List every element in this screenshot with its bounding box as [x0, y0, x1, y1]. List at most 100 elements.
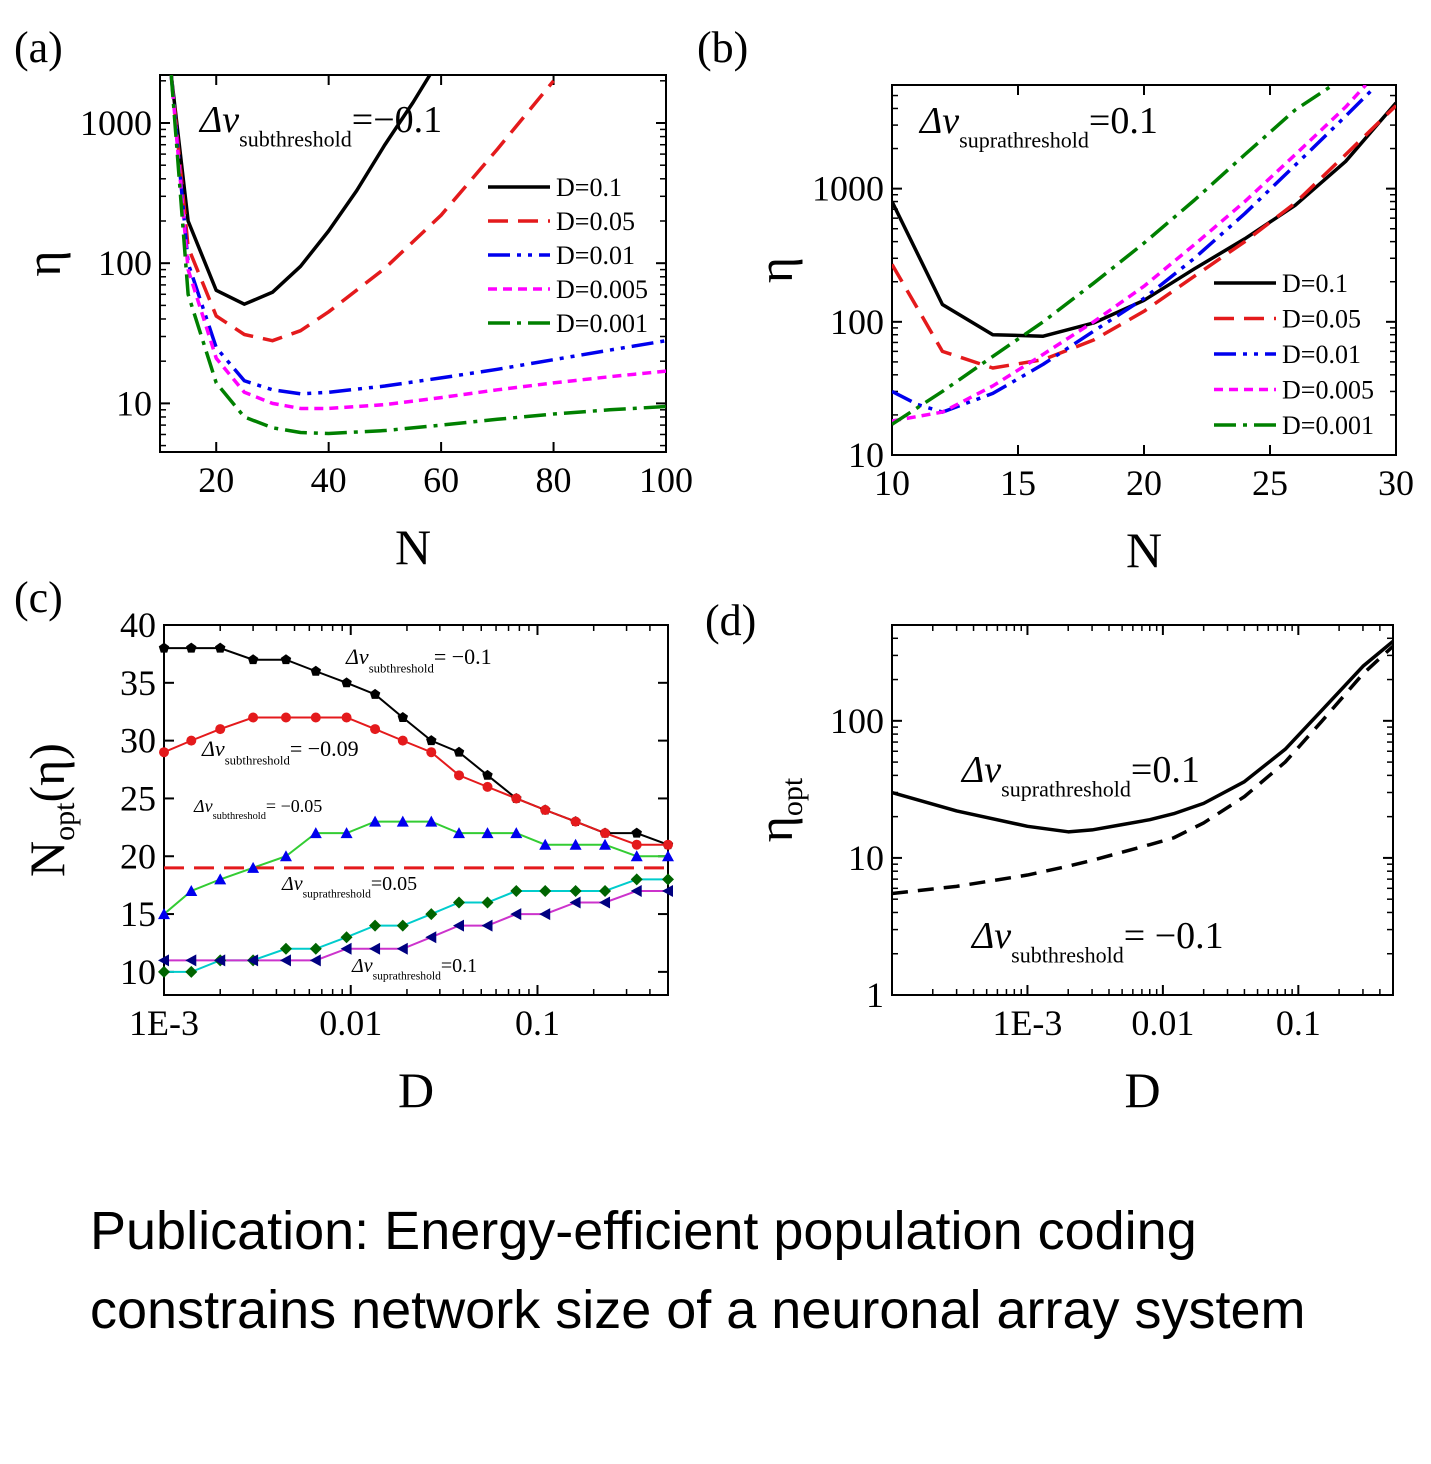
series-annotation: Δvsuprathreshold=0.1 [960, 749, 1200, 801]
data-point [662, 850, 674, 862]
series-line [164, 716, 668, 846]
data-point [510, 908, 522, 921]
data-point [453, 919, 465, 932]
data-point [426, 747, 437, 758]
x-tick-label: 0.1 [515, 1003, 560, 1043]
data-point [569, 838, 582, 850]
data-point [186, 642, 197, 653]
panel-label: (a) [14, 23, 63, 72]
data-point [340, 931, 353, 944]
y-tick-label: 100 [98, 243, 152, 283]
y-tick-label: 25 [120, 778, 156, 818]
data-point [397, 712, 409, 722]
x-tick-label: 80 [536, 460, 572, 500]
y-axis-title: ηopt [747, 777, 809, 842]
data-point [309, 954, 321, 967]
legend-label: D=0.001 [556, 309, 648, 338]
y-tick-label: 1000 [80, 103, 152, 143]
data-point [159, 747, 169, 758]
y-tick-label: 1 [866, 975, 884, 1015]
y-tick-label: 1000 [812, 169, 884, 209]
x-axis-title: D [1124, 1062, 1160, 1118]
series-line [892, 85, 1334, 426]
data-point [510, 827, 523, 839]
data-point [309, 942, 322, 955]
y-tick-label: 100 [830, 701, 884, 741]
data-point [158, 642, 170, 653]
data-point [630, 850, 643, 862]
data-point [570, 816, 581, 827]
series-annotation: Δvsuprathreshold=0.05 [281, 873, 417, 901]
data-point [426, 735, 437, 746]
y-tick-label: 15 [120, 894, 156, 934]
y-axis-title: η [747, 257, 803, 283]
data-point [185, 884, 198, 896]
series-line [164, 820, 668, 915]
data-point [158, 965, 170, 978]
data-point [214, 873, 227, 885]
panel-label: (d) [705, 596, 756, 645]
data-point [425, 908, 438, 921]
annotation-text: Δvsuprathreshold=0.1 [918, 100, 1158, 152]
x-tick-label: 100 [639, 460, 693, 500]
series-line [892, 104, 1396, 370]
x-axis-title: N [395, 519, 431, 575]
series-line [164, 889, 668, 962]
series-group [169, 75, 666, 436]
data-point [511, 793, 522, 804]
data-point [309, 827, 322, 839]
data-point [453, 827, 466, 839]
data-point [600, 828, 611, 839]
legend-label: D=0.005 [556, 275, 648, 304]
series-line [169, 75, 666, 436]
data-point [185, 965, 198, 978]
data-point [369, 688, 381, 699]
panel-b: (b) 10 15 20 25 30 10 100 1000 Nη D=0.1 D=0.05 D=0.0… [697, 23, 1414, 578]
data-point [247, 654, 259, 665]
data-point [630, 873, 643, 886]
data-point [340, 942, 352, 955]
data-point [186, 735, 197, 746]
series-line [892, 639, 1393, 834]
data-point [631, 827, 642, 838]
data-point [280, 712, 291, 723]
x-axis-title: D [398, 1062, 434, 1118]
panel-a: (a) 20 40 60 80 100 10 100 1000 Nη D=0.1 D=0.05 D=0.… [14, 23, 693, 575]
data-point [397, 735, 408, 746]
data-point [482, 781, 493, 792]
data-point [396, 942, 408, 955]
legend-label: D=0.1 [556, 173, 622, 202]
data-point [247, 861, 260, 873]
series-annotation: Δvsubthreshold= −0.05 [193, 796, 322, 822]
x-tick-label: 15 [1000, 463, 1036, 503]
legend-label: D=0.005 [1282, 376, 1374, 405]
data-point [569, 884, 582, 897]
series-group [892, 639, 1393, 896]
annotation-text: Δvsubthreshold=−0.1 [198, 99, 442, 151]
data-point [662, 873, 674, 886]
data-point [215, 724, 226, 735]
x-tick-label: 30 [1378, 463, 1414, 503]
data-point [340, 827, 353, 839]
y-tick-label: 20 [120, 836, 156, 876]
y-tick-label: 30 [120, 721, 156, 761]
panel-label: (c) [14, 573, 63, 622]
caption-text: Publication: Energy-efficient population… [90, 1201, 1306, 1340]
y-tick-label: 10 [120, 952, 156, 992]
x-tick-label: 20 [198, 460, 234, 500]
y-tick-label: 10 [848, 838, 884, 878]
series-annotation: Δvsubthreshold= −0.1 [970, 915, 1224, 967]
data-point [370, 724, 381, 735]
y-tick-label: 10 [848, 435, 884, 475]
series-line [169, 75, 666, 411]
legend-label: D=0.1 [1282, 269, 1348, 298]
data-point [279, 954, 291, 967]
data-point [396, 919, 409, 932]
x-tick-label: 20 [1126, 463, 1162, 503]
y-tick-label: 35 [120, 663, 156, 703]
series-line [892, 85, 1368, 423]
data-point [453, 896, 466, 909]
data-point [662, 884, 673, 897]
data-point [396, 815, 409, 827]
series-line [892, 644, 1393, 896]
